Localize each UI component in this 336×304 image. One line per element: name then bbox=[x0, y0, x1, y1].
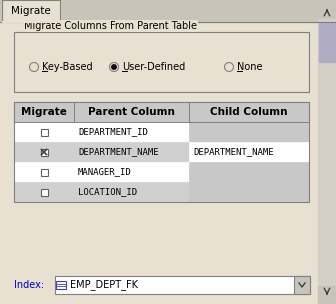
Bar bbox=[189, 122, 309, 142]
Text: Migrate: Migrate bbox=[11, 6, 51, 16]
Bar bbox=[74, 182, 189, 202]
Circle shape bbox=[112, 65, 116, 69]
Bar bbox=[189, 142, 309, 162]
Text: None: None bbox=[237, 62, 262, 72]
Bar bbox=[318, 286, 336, 304]
Text: DEPARTMENT_NAME: DEPARTMENT_NAME bbox=[193, 147, 274, 157]
Bar bbox=[41, 168, 47, 175]
Bar bbox=[294, 276, 310, 294]
Text: DEPARTMENT_ID: DEPARTMENT_ID bbox=[78, 127, 148, 136]
Text: Parent Column: Parent Column bbox=[88, 107, 175, 117]
Bar bbox=[55, 276, 310, 294]
Bar bbox=[41, 188, 47, 195]
Bar bbox=[14, 182, 74, 202]
Bar bbox=[74, 122, 189, 142]
Bar bbox=[2, 0, 60, 23]
Text: EMP_DEPT_FK: EMP_DEPT_FK bbox=[70, 280, 138, 290]
Bar bbox=[14, 102, 74, 122]
Bar bbox=[0, 0, 336, 22]
Bar bbox=[318, 286, 336, 304]
Bar bbox=[189, 182, 309, 202]
Text: Key-Based: Key-Based bbox=[42, 62, 93, 72]
Bar bbox=[189, 162, 309, 182]
Bar bbox=[14, 142, 74, 162]
Bar bbox=[14, 102, 309, 122]
Text: DEPARTMENT_NAME: DEPARTMENT_NAME bbox=[78, 147, 159, 157]
Bar bbox=[14, 162, 74, 182]
Bar bbox=[56, 281, 66, 289]
Text: Child Column: Child Column bbox=[210, 107, 288, 117]
Bar bbox=[74, 162, 189, 182]
Bar bbox=[41, 129, 47, 136]
Bar bbox=[319, 22, 335, 62]
Bar bbox=[14, 32, 309, 92]
Bar bbox=[41, 148, 47, 156]
Bar bbox=[14, 102, 309, 202]
Text: Migrate: Migrate bbox=[21, 107, 67, 117]
Bar bbox=[189, 102, 309, 122]
Text: Index:: Index: bbox=[14, 280, 44, 290]
Text: User-Defined: User-Defined bbox=[122, 62, 185, 72]
Text: Migrate Columns From Parent Table: Migrate Columns From Parent Table bbox=[24, 21, 197, 31]
Bar bbox=[14, 122, 74, 142]
Bar bbox=[318, 0, 336, 304]
Bar bbox=[74, 102, 189, 122]
Text: LOCATION_ID: LOCATION_ID bbox=[78, 188, 137, 196]
Text: MANAGER_ID: MANAGER_ID bbox=[78, 168, 132, 177]
Bar bbox=[318, 0, 336, 18]
Bar bbox=[74, 142, 189, 162]
